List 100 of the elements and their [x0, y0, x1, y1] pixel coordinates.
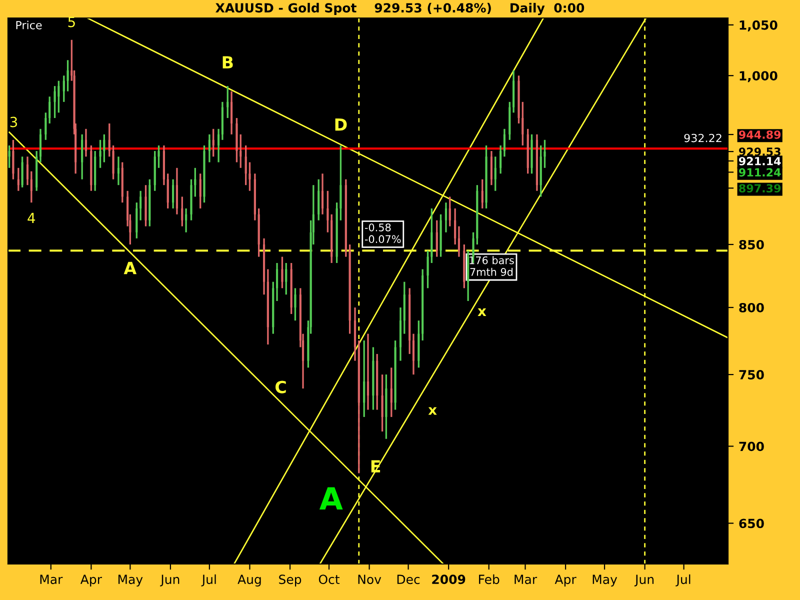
- candlestick: [336, 202, 338, 264]
- y-tick-label: 929.53: [738, 148, 780, 156]
- y-tick-label: 650: [739, 518, 764, 528]
- candlestick: [444, 202, 448, 234]
- annotation: x: [428, 407, 437, 415]
- candlestick: [522, 101, 524, 146]
- candlestick: [8, 144, 10, 169]
- x-tick-label: Jul: [201, 574, 216, 586]
- candlestick: [503, 128, 506, 158]
- candlestick: [185, 208, 188, 234]
- candlestick: [418, 320, 420, 368]
- x-tick-label: Dec: [397, 574, 420, 584]
- candlestick: [144, 184, 147, 228]
- candlestick: [176, 167, 178, 216]
- candlestick: [54, 85, 56, 119]
- x-tick-label: Mar: [514, 574, 538, 584]
- candlestick: [518, 74, 520, 124]
- candlestick: [318, 178, 320, 222]
- x-tick-label: Apr: [80, 574, 102, 587]
- y-tick-label: 700: [739, 442, 764, 452]
- candlestick: [244, 144, 247, 186]
- candlestick: [390, 366, 392, 418]
- candlestick: [412, 332, 415, 376]
- candlestick: [62, 74, 65, 103]
- y-tick-label: 911.24: [738, 168, 781, 177]
- annotation: B: [222, 56, 233, 68]
- candlestick: [285, 262, 288, 296]
- candlestick: [117, 156, 120, 186]
- candlestick: [485, 144, 488, 210]
- candlestick: [190, 178, 192, 222]
- candlestick: [194, 167, 196, 198]
- y-tick-label: 1,050: [740, 20, 778, 32]
- candlestick: [366, 332, 370, 411]
- x-tick-label: Mar: [40, 574, 63, 584]
- candlestick: [140, 190, 142, 222]
- candlestick: [226, 85, 229, 119]
- candlestick: [240, 134, 242, 169]
- annotation: 5: [68, 16, 75, 28]
- candlestick: [203, 144, 206, 204]
- x-tick-label: Jul: [676, 574, 690, 586]
- annotation: D: [335, 118, 347, 131]
- y-tick-label: 897.39: [739, 184, 781, 192]
- candlestick: [181, 196, 184, 228]
- candlestick: [458, 225, 460, 258]
- y-tick-label: 750: [739, 370, 764, 380]
- x-tick-label: Apr: [554, 574, 576, 587]
- candlestick: [372, 346, 374, 411]
- candlestick: [112, 144, 114, 180]
- candlestick: [426, 250, 429, 290]
- annotation: 3: [10, 116, 18, 128]
- y-tick-label: 800: [739, 302, 764, 312]
- ref-line-label: 932.22: [684, 134, 722, 142]
- annotation: A: [124, 262, 137, 274]
- candlestick: [39, 128, 42, 164]
- y-tick-label: 1,000: [740, 71, 778, 82]
- candlestick: [454, 208, 456, 246]
- candlestick: [108, 122, 110, 158]
- candlestick: [544, 139, 546, 169]
- candlestick: [530, 134, 533, 174]
- candlestick: [385, 374, 388, 440]
- candlestick: [440, 214, 442, 258]
- candlestick: [276, 262, 278, 302]
- candlestick: [448, 196, 451, 228]
- candlestick: [348, 244, 351, 335]
- candlestick: [394, 340, 396, 411]
- candlestick: [340, 144, 342, 222]
- x-tick-label: May: [118, 574, 143, 587]
- candlestick: [199, 172, 202, 210]
- candlestick: [500, 144, 502, 174]
- candlestick: [326, 190, 329, 234]
- candlestick: [12, 139, 14, 180]
- candlestick: [490, 150, 493, 186]
- annotation: x: [478, 308, 486, 316]
- candlestick: [172, 178, 174, 210]
- candlestick: [166, 172, 169, 210]
- y-tick-label: 921.14: [738, 156, 781, 166]
- candlestick: [436, 219, 438, 258]
- candlestick: [44, 112, 47, 141]
- candlestick: [21, 156, 24, 188]
- candlestick: [158, 144, 160, 169]
- x-tick-label: Nov: [358, 574, 382, 584]
- candlestick: [208, 134, 210, 164]
- annotation: -0.58 -0.07%: [364, 223, 401, 244]
- candlestick: [481, 178, 484, 210]
- candlestick: [281, 256, 284, 290]
- candlestick: [363, 340, 366, 418]
- candlestick: [48, 96, 51, 124]
- candlestick: [30, 170, 32, 204]
- x-tick-label: Oct: [318, 574, 340, 584]
- candlestick: [248, 161, 251, 192]
- candlestick: [84, 128, 88, 158]
- x-tick-label: Aug: [238, 574, 261, 587]
- candlestick: [236, 117, 238, 164]
- x-tick-label: May: [592, 574, 618, 587]
- candlestick: [321, 172, 324, 216]
- annotation: Price: [16, 20, 42, 30]
- candlestick: [66, 59, 69, 92]
- candlestick: [494, 156, 496, 192]
- x-tick-label: Jun: [634, 574, 654, 586]
- candlestick: [136, 202, 138, 240]
